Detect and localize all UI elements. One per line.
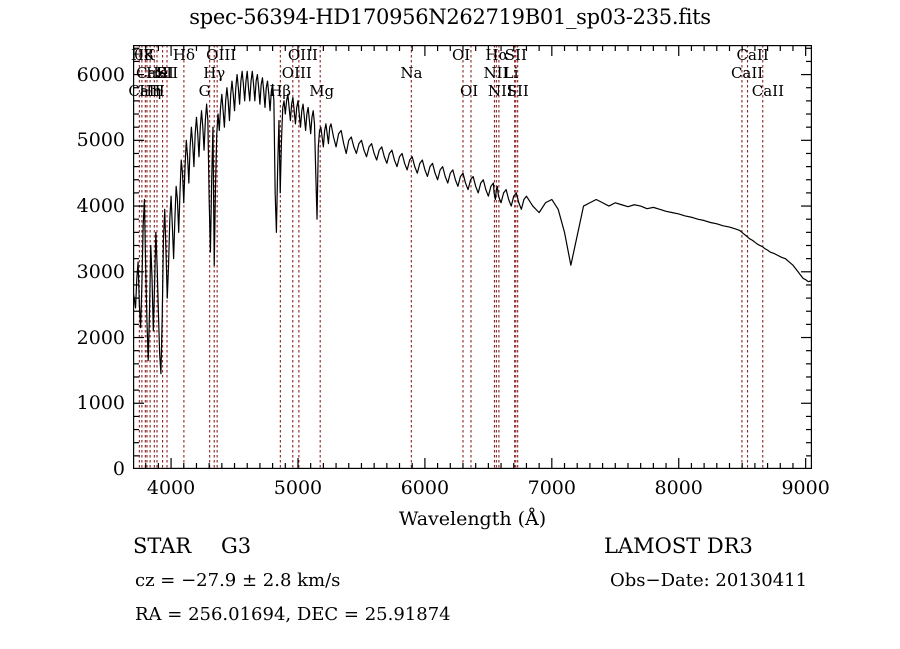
line-label-caii: CaII xyxy=(751,82,785,100)
line-label-mg: Mg xyxy=(309,82,335,100)
x-tick-label-8000: 8000 xyxy=(654,477,703,499)
x-tick-label-7000: 7000 xyxy=(527,477,576,499)
line-label-hγ: Hγ xyxy=(203,64,226,82)
line-label-na: Na xyxy=(400,64,423,82)
line-label-hδ: Hδ xyxy=(172,46,196,64)
y-tick-label-4000: 4000 xyxy=(76,195,125,218)
line-label-oiii: OIII xyxy=(206,46,237,64)
x-tick-label-4000: 4000 xyxy=(146,477,196,499)
line-label-caii: CaII xyxy=(135,64,169,82)
line-label-oi: OI xyxy=(451,46,471,64)
y-tick-label-5000: 5000 xyxy=(76,129,125,152)
y-tick-label-3000: 3000 xyxy=(76,260,125,283)
y-tick-label-6000: 6000 xyxy=(76,63,125,86)
figure-title: spec-56394-HD170956N262719B01_sp03-235.f… xyxy=(189,5,711,29)
line-label-h: H xyxy=(151,82,165,100)
line-label-li: Li xyxy=(503,64,519,82)
spectrum-trace xyxy=(133,70,812,375)
line-label-hei: HeI xyxy=(145,64,174,82)
spectral-class-label: G3 xyxy=(221,534,252,558)
line-label-oi: OI xyxy=(459,82,479,100)
line-label-oiii: OIII xyxy=(287,46,318,64)
plot-area: 4000 5000 6000 7000 8000 9000 0 1000 2000 3000 40… xyxy=(77,45,830,499)
metadata-footer: STAR G3 LAMOST DR3 cz = −27.9 ± 2.8 km/s… xyxy=(0,530,900,640)
y-axis-label: Flux (relative) xyxy=(0,248,2,392)
line-label-sii: SII xyxy=(504,46,527,64)
y-tick-label-0: 0 xyxy=(112,458,125,480)
line-label-θ: θ xyxy=(134,46,144,64)
line-label-g: G xyxy=(198,82,211,100)
y-tick-label-2000: 2000 xyxy=(76,326,125,349)
x-tick-label-6000: 6000 xyxy=(400,477,450,499)
x-tick-label-5000: 5000 xyxy=(273,477,323,499)
line-label-hβ: Hβ xyxy=(269,82,292,100)
line-label-hα: Hα xyxy=(485,46,509,64)
line-label-nii: NII xyxy=(483,64,509,82)
y-tick-label-1000: 1000 xyxy=(76,392,125,415)
line-label-hη: Hη xyxy=(139,82,162,100)
cz-value: cz = −27.9 ± 2.8 km/s xyxy=(135,570,341,591)
coordinates-value: RA = 256.01694, DEC = 25.91874 xyxy=(135,604,451,625)
obs-date-value: Obs−Date: 20130411 xyxy=(610,570,808,591)
line-label-oiii: OIII xyxy=(281,64,312,82)
line-label-sii: SII xyxy=(156,64,179,82)
line-label-caii: CaII xyxy=(128,82,161,100)
spectrum-plot-svg xyxy=(133,45,812,469)
line-label-sii: SII xyxy=(506,82,529,100)
line-label-nii: NII xyxy=(487,82,513,100)
spectral-line-markers xyxy=(138,45,764,469)
line-label-caii: CaII xyxy=(730,64,764,82)
plot-frame xyxy=(133,45,812,469)
x-tick-label-9000: 9000 xyxy=(781,477,830,499)
object-type-label: STAR xyxy=(133,534,192,558)
line-label-caii: CaII xyxy=(736,46,769,64)
line-label-h8: H8 xyxy=(130,46,154,64)
line-label-k: K xyxy=(143,46,155,64)
x-axis-label: Wavelength (Å) xyxy=(398,508,547,530)
survey-label: LAMOST DR3 xyxy=(604,534,753,558)
